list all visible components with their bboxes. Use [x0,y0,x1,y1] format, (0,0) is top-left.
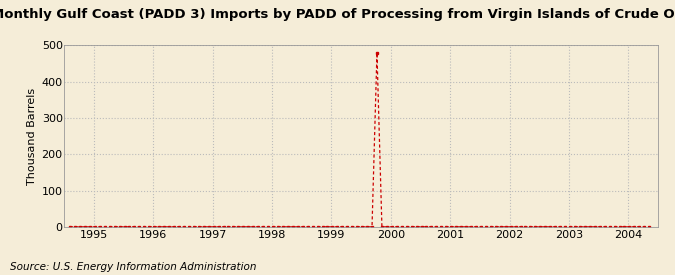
Y-axis label: Thousand Barrels: Thousand Barrels [28,87,37,185]
Text: Monthly Gulf Coast (PADD 3) Imports by PADD of Processing from Virgin Islands of: Monthly Gulf Coast (PADD 3) Imports by P… [0,8,675,21]
Text: Source: U.S. Energy Information Administration: Source: U.S. Energy Information Administ… [10,262,256,272]
